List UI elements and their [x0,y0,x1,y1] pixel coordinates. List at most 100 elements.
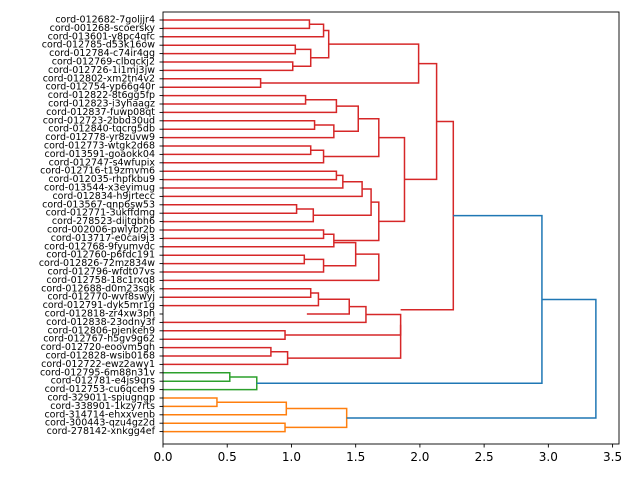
dendrogram-link-red-40 [400,120,455,311]
leaf-label: cord-013567-qnp6sw53 [42,199,155,210]
leaf-label: cord-013601-y8pc4qfc [48,31,155,42]
leaf-label: cord-013591-goaokk04 [45,149,156,160]
dendrogram-link-red-35 [163,330,286,340]
leaf-label: cord-012773-wtgk2d68 [44,141,155,152]
dendrogram-link-blue-48 [346,298,597,419]
dendrogram-link-red-12 [333,105,359,133]
dendrogram-link-orange-43 [163,397,218,408]
leaf-label: cord-300443-qzu4gz2d [45,418,155,429]
leaf-label: cord-012795-6m88n31v [40,367,155,378]
leaf-label: cord-012791-dyk5mr1g [43,300,155,311]
leaf-label: cord-012688-d0m23sgk [41,283,155,294]
leaf-label: cord-338901-1kzy7rts [50,401,155,412]
dendrogram-link-red-5 [310,29,330,59]
leaf-label: cord-012758-18c1rxq8 [46,275,155,286]
x-tick-label: 2.0 [410,450,429,464]
x-tick-label: 3.5 [603,450,622,464]
x-tick-label: 0.5 [218,450,237,464]
dendrogram-link-green-41 [163,372,231,382]
leaf-label: cord-012723-2bbd30ud [43,115,155,126]
dendrogram-link-red-27 [163,254,306,265]
leaf-label: cord-012781-e4js9qrs [51,376,155,387]
leaf-labels: cord-012682-7goljjr4cord-001268-scoersky… [39,15,163,437]
dendrogram-link-red-10 [163,120,316,130]
leaf-label: cord-012818-zr4xw3ph [45,309,155,320]
dendrogram-link-red-2 [163,44,297,55]
leaf-label: cord-012785-d53k16ow [42,40,155,51]
leaf-label: cord-012035-rhpfkbu9 [48,174,155,185]
dendrogram-link-red-31 [163,288,312,298]
leaf-label: cord-012722-ewz2awy1 [41,359,155,370]
leaf-label: cord-012838-23odny3f [46,317,156,328]
leaf-label: cord-012767-h5gv9g62 [43,334,155,345]
dendrogram-link-orange-44 [163,401,288,416]
dendrogram-link-red-14 [163,149,325,164]
leaf-label: cord-012769-clbqckj2 [52,57,155,68]
leaf-label: cord-012726-1i1mj3jw [48,65,155,76]
leaf-label: cord-329011-spiugngp [47,393,155,404]
dendrogram-link-red-11 [163,124,335,139]
leaf-label: cord-278142-xnkgg4ef [47,426,156,437]
leaf-label: cord-012778-yr8zuvw9 [45,132,155,143]
leaf-label: cord-012754-yp66g40r [45,82,155,93]
leaf-label: cord-012837-fuwp08qt [46,107,155,118]
leaf-label: cord-012770-wvf8swyj [47,292,155,303]
x-tick-label: 0.0 [153,450,172,464]
leaf-label: cord-012747-s4wfupix [49,157,156,168]
dendrogram-link-red-1 [163,23,325,38]
dendrogram-link-orange-46 [285,407,348,429]
leaf-label: cord-012823-i3yhaagz [48,99,155,110]
leaf-label: cord-012802-xm2tn4v2 [43,73,155,84]
dendrogram-link-green-42 [163,376,258,391]
dendrogram-link-red-22 [163,229,325,240]
leaf-label: cord-278523-dijtgbh6 [52,216,155,227]
x-axis: 0.0 0.5 1.0 1.5 2.0 2.5 3.0 3.5 [153,444,622,464]
leaf-label: cord-012753-cu6qceh9 [45,384,155,395]
dendrogram-link-red-32 [163,292,320,307]
x-tick-label: 2.5 [475,450,494,464]
x-tick-label: 1.5 [346,450,365,464]
dendrogram-link-red-38 [163,351,289,366]
dendrogram-link-red-25 [378,136,406,223]
dendrogram-link-red-26 [404,62,438,181]
dendrogram-link-red-30 [163,253,380,282]
leaf-label: cord-012682-7goljjr4 [55,15,155,26]
dendrogram-link-red-28 [163,258,325,273]
x-tick-label: 3.0 [539,450,558,464]
leaf-label: cord-012784-c74ir4gg [49,48,155,59]
dendrogram-link-orange-45 [163,422,286,433]
dendrogram-link-red-33 [306,298,350,315]
leaf-label: cord-012716-t19zmvm6 [40,166,155,177]
dendrogram-link-red-24 [333,201,380,242]
dendrogram-link-red-7 [260,43,420,84]
plot-frame [162,11,620,445]
leaf-label: cord-001268-scoersky [50,23,156,34]
dendrogram-link-red-6 [163,78,262,88]
leaf-label: cord-012768-9fyumvdc [44,241,155,252]
leaf-label: cord-012720-eoovm5gh [41,342,155,353]
dendrogram-link-red-13 [163,145,312,156]
leaf-label: cord-012840-tqcrg5db [48,124,155,135]
dendrogram-link-red-16 [163,170,338,181]
dendrogram-links [163,19,597,433]
dendrogram-link-red-9 [163,99,338,114]
dendrogram-link-red-23 [163,233,335,248]
leaf-label: cord-012826-72mz834w [39,258,155,269]
leaf-label: cord-012828-wsib0168 [46,351,156,362]
x-tick-label: 1.0 [282,450,301,464]
dendrogram-link-red-17 [163,174,344,189]
dendrogram-link-red-18 [163,180,363,198]
dendrogram-link-red-20 [163,208,315,223]
leaf-label: cord-012822-8t6gg5fp [48,90,155,101]
dendrogram-link-red-19 [163,204,298,214]
leaf-label: cord-013717-e0cai9j3 [51,233,155,244]
leaf-label: cord-012796-wfdt07vs [48,267,156,278]
dendrogram-link-red-0 [163,19,311,30]
dendrogram-link-red-39 [287,324,402,359]
leaf-label: cord-012834-h9jrtecc [52,191,155,202]
dendrogram-link-red-37 [163,346,272,357]
leaf-label: cord-002006-pwlybr2b [47,225,155,236]
leaf-label: cord-314714-ehxxvenb [44,409,155,420]
leaf-label: cord-013544-x3eyimug [44,183,155,194]
